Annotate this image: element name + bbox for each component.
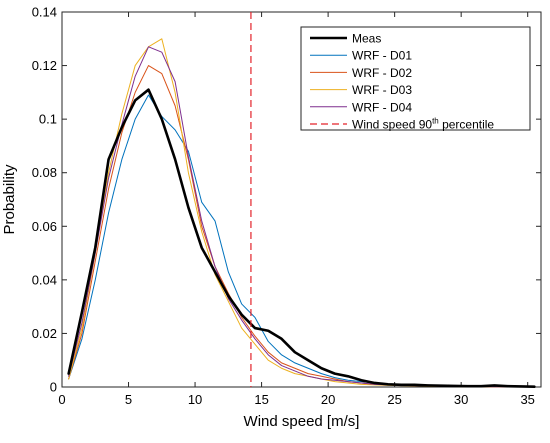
- y-tick-label: 0.02: [32, 326, 57, 341]
- x-tick-label: 20: [321, 392, 335, 407]
- x-axis-label: Wind speed [m/s]: [244, 413, 360, 430]
- x-tick-label: 30: [454, 392, 468, 407]
- y-tick-label: 0.12: [32, 58, 57, 73]
- legend-entry-label: WRF - D01: [352, 49, 412, 63]
- x-tick-label: 10: [188, 392, 202, 407]
- legend-entry-label: WRF - D04: [352, 100, 412, 114]
- legend-entry-label: Meas: [352, 32, 381, 46]
- y-tick-label: 0: [50, 380, 57, 395]
- legend-entry-label: WRF - D03: [352, 83, 412, 97]
- legend-entry-label-percentile: Wind speed 90th percentile: [352, 117, 494, 132]
- x-tick-label: 25: [387, 392, 401, 407]
- series-line-meas: [67, 88, 536, 389]
- legend-percentile-superscript: th: [432, 117, 439, 126]
- series-layer: [67, 38, 536, 389]
- y-tick-label: 0.14: [32, 5, 57, 20]
- y-tick-label: 0.1: [39, 112, 57, 127]
- legend-box: [300, 26, 531, 131]
- x-tick-label: 0: [58, 392, 65, 407]
- y-tick-label: 0.06: [32, 219, 57, 234]
- x-tick-label: 15: [254, 392, 268, 407]
- legend-percentile-prefix: Wind speed 90: [352, 118, 432, 132]
- ticks-layer: 0 5 10 15 20 25 30 35 0 0.02 0.04 0.06 0.08 0.1 0.12 0.…: [32, 5, 541, 407]
- x-tick-label: 35: [520, 392, 534, 407]
- legend-percentile-suffix: percentile: [439, 118, 495, 132]
- x-tick-label: 5: [125, 392, 132, 407]
- y-tick-label: 0.04: [32, 272, 57, 287]
- legend-entry-label: WRF - D02: [352, 66, 412, 80]
- y-axis-label: Probability: [1, 164, 18, 235]
- y-tick-label: 0.08: [32, 165, 57, 180]
- legend: Meas WRF - D01 WRF - D02 WRF - D03 WRF - D04…: [300, 26, 531, 132]
